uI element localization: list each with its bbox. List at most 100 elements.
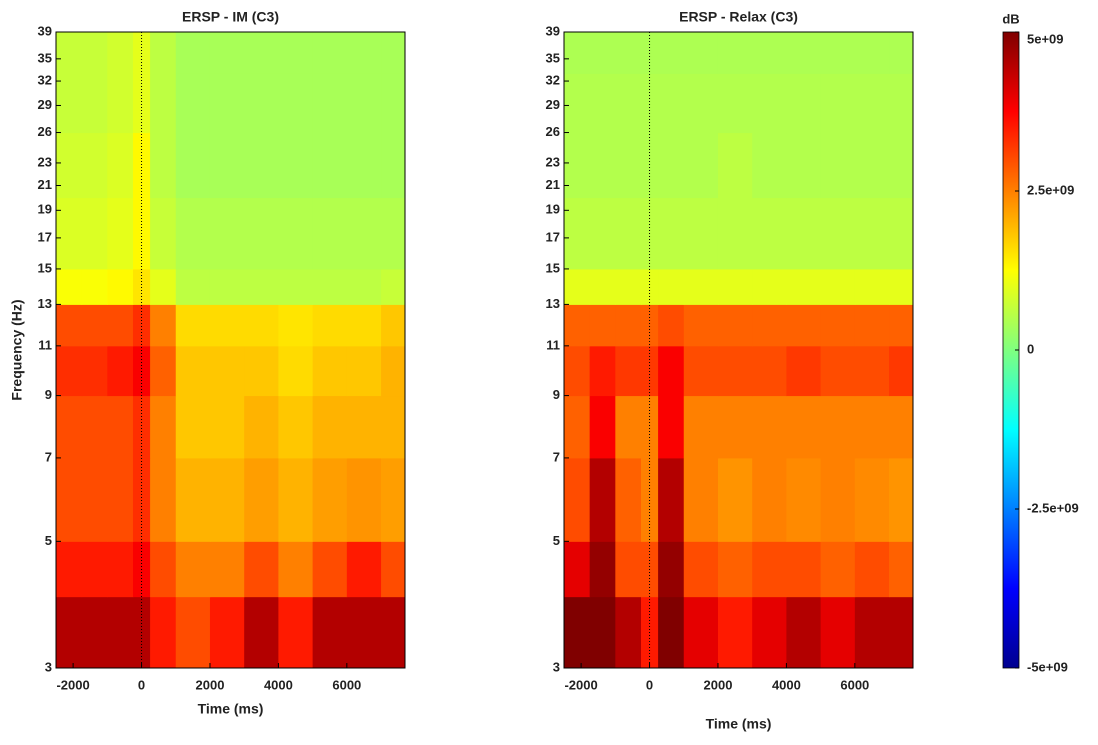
heatmap-cell bbox=[150, 197, 177, 270]
y-axis-label: Frequency (Hz) bbox=[9, 299, 25, 400]
heatmap-cell bbox=[658, 541, 685, 598]
heatmap-cell bbox=[56, 596, 83, 669]
heatmap-cell bbox=[683, 268, 719, 305]
heatmap-cell bbox=[658, 304, 685, 347]
heatmap-cell bbox=[81, 73, 108, 134]
heatmap-cell bbox=[717, 132, 753, 199]
heatmap-cell bbox=[589, 197, 616, 270]
y-tick-label: 15 bbox=[546, 260, 560, 275]
heatmap-cell bbox=[752, 268, 787, 305]
y-tick-label: 5 bbox=[553, 533, 560, 548]
heatmap-cell bbox=[381, 457, 406, 542]
heatmap-cell bbox=[717, 197, 753, 270]
heatmap-cell bbox=[244, 32, 279, 74]
heatmap-cell bbox=[346, 304, 382, 347]
heatmap-cell bbox=[615, 32, 642, 74]
heatmap-cell bbox=[683, 457, 719, 542]
heatmap-cell bbox=[278, 395, 314, 459]
y-tick-label: 32 bbox=[38, 72, 52, 87]
heatmap-cell bbox=[564, 132, 591, 199]
heatmap-cell bbox=[107, 345, 134, 397]
heatmap-cell bbox=[56, 197, 83, 270]
heatmap-cell bbox=[107, 395, 134, 459]
heatmap-cell bbox=[564, 73, 591, 134]
heatmap-cell bbox=[81, 395, 108, 459]
heatmap-cell bbox=[683, 541, 719, 598]
heatmap-cell bbox=[854, 304, 890, 347]
heatmap-cell bbox=[615, 197, 642, 270]
chart-title: ERSP - Relax (C3) bbox=[679, 9, 798, 25]
y-tick-label: 7 bbox=[45, 449, 52, 464]
heatmap-cell bbox=[889, 345, 914, 397]
heatmap-cell bbox=[752, 541, 787, 598]
heatmap-cell bbox=[150, 457, 177, 542]
heatmap-cell bbox=[175, 345, 211, 397]
y-tick-label: 39 bbox=[38, 23, 52, 38]
heatmap-cell bbox=[346, 345, 382, 397]
heatmap-cell bbox=[786, 457, 822, 542]
heatmap-cell bbox=[786, 32, 822, 74]
heatmap-cell bbox=[132, 73, 151, 134]
heatmap-cell bbox=[564, 32, 591, 74]
colorbar-tick-label: -2.5e+09 bbox=[1027, 500, 1079, 515]
heatmap-cell bbox=[820, 73, 856, 134]
heatmap-cell bbox=[564, 596, 591, 669]
heatmap-cell bbox=[381, 268, 406, 305]
heatmap-cell bbox=[640, 395, 659, 459]
heatmap-cell bbox=[244, 395, 279, 459]
heatmap-cell bbox=[658, 596, 685, 669]
heatmap-cell bbox=[683, 197, 719, 270]
heatmap-cell bbox=[683, 596, 719, 669]
heatmap-cell bbox=[209, 32, 245, 74]
heatmap-cell bbox=[278, 541, 314, 598]
heatmap-cell bbox=[658, 268, 685, 305]
heatmap-cell bbox=[640, 457, 659, 542]
heatmap-cell bbox=[312, 32, 348, 74]
heatmap-cell bbox=[589, 304, 616, 347]
y-tick-label: 5 bbox=[45, 533, 52, 548]
y-tick-label: 9 bbox=[45, 387, 52, 402]
heatmap-cell bbox=[854, 268, 890, 305]
heatmap-cell bbox=[175, 457, 211, 542]
heatmap-cell bbox=[81, 457, 108, 542]
heatmap-cell bbox=[786, 304, 822, 347]
heatmap-cell bbox=[175, 268, 211, 305]
heatmap-cell bbox=[889, 395, 914, 459]
heatmap-cell bbox=[683, 395, 719, 459]
heatmap-cell bbox=[312, 304, 348, 347]
heatmap-cell bbox=[589, 132, 616, 199]
heatmap-cell bbox=[615, 73, 642, 134]
plot-frame bbox=[55, 31, 406, 669]
heatmap-cell bbox=[175, 73, 211, 134]
heatmap-cell bbox=[615, 268, 642, 305]
heatmap-cell bbox=[381, 596, 406, 669]
heatmap-cell bbox=[56, 395, 83, 459]
y-tick-label: 21 bbox=[38, 177, 52, 192]
heatmap-cell bbox=[589, 541, 616, 598]
heatmap-cell bbox=[175, 596, 211, 669]
heatmap-cell bbox=[107, 268, 134, 305]
heatmap-cell bbox=[81, 345, 108, 397]
heatmap-cell bbox=[658, 132, 685, 199]
heatmap-cell bbox=[209, 268, 245, 305]
heatmap-cell bbox=[81, 596, 108, 669]
heatmap-cell bbox=[752, 73, 787, 134]
x-tick-label: 4000 bbox=[772, 677, 801, 692]
heatmap-cell bbox=[346, 197, 382, 270]
heatmap-cell bbox=[209, 304, 245, 347]
y-tick-label: 17 bbox=[546, 229, 560, 244]
heatmap-cell bbox=[81, 32, 108, 74]
heatmap-cell bbox=[658, 345, 685, 397]
heatmap-cell bbox=[564, 457, 591, 542]
heatmap-cell bbox=[889, 268, 914, 305]
heatmap-cell bbox=[640, 345, 659, 397]
heatmap-cell bbox=[278, 197, 314, 270]
heatmap-cell bbox=[640, 73, 659, 134]
heatmap-cell bbox=[615, 541, 642, 598]
y-tick-label: 9 bbox=[553, 387, 560, 402]
heatmap-cell bbox=[615, 345, 642, 397]
heatmap-cell bbox=[107, 73, 134, 134]
heatmap-cell bbox=[820, 395, 856, 459]
heatmap-cell bbox=[381, 541, 406, 598]
y-tick-label: 3 bbox=[553, 659, 560, 674]
